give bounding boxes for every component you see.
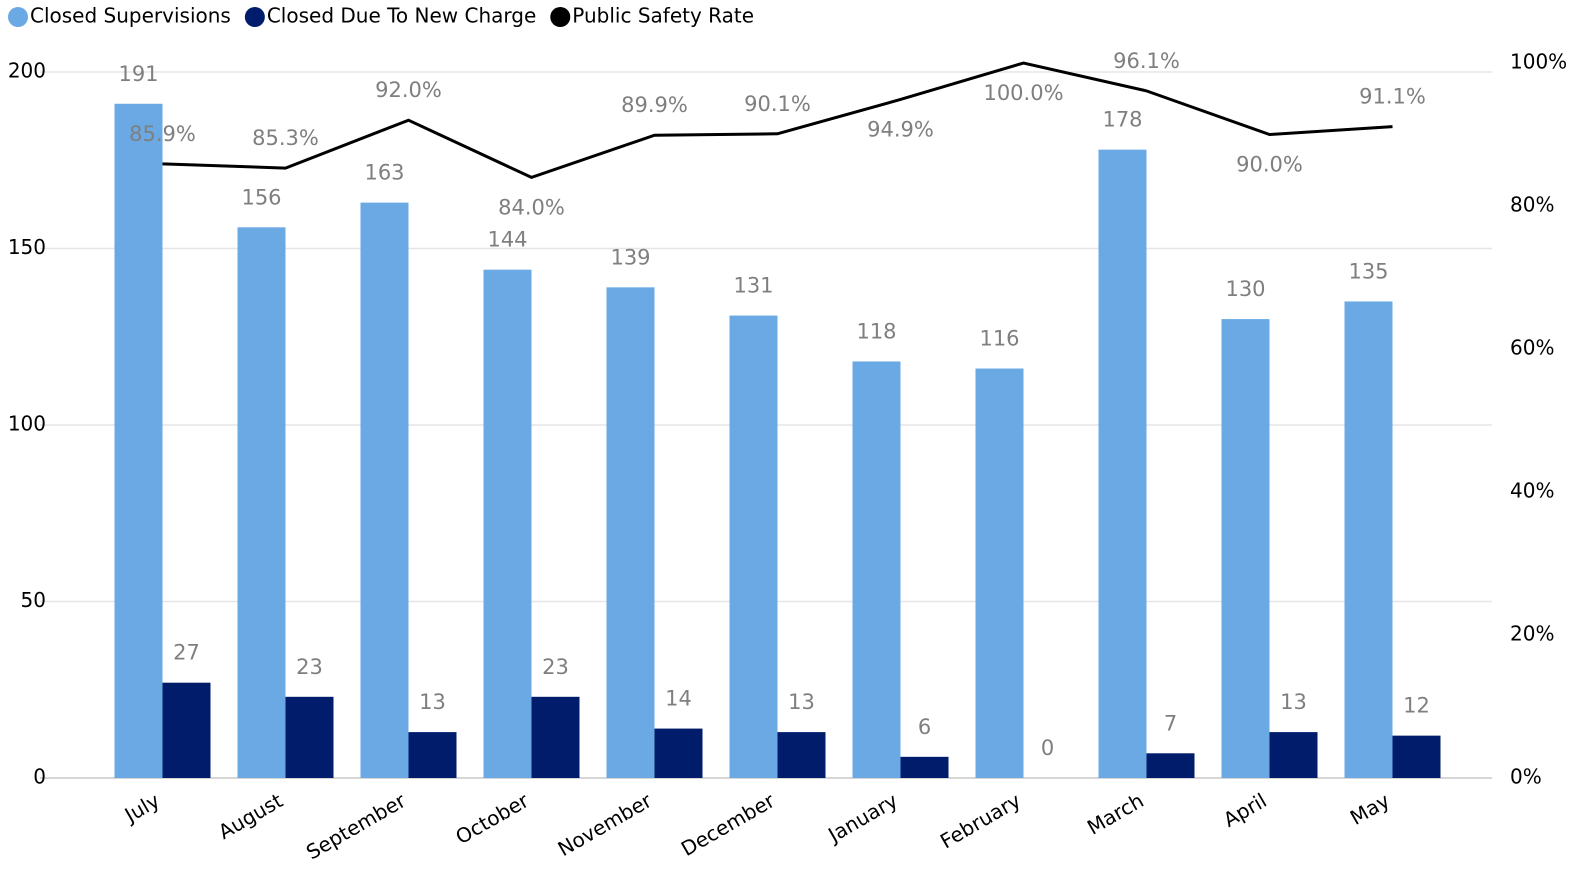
bar [606,287,655,778]
line-value-label: 92.0% [375,78,442,102]
bar-value-label: 12 [1403,694,1430,718]
line [162,61,1393,180]
x-tick-label: September [302,788,410,864]
bar-value-label: 191 [118,62,158,86]
line-value-label: 84.0% [498,195,565,219]
bar [777,732,826,778]
bar [1392,735,1441,778]
y-tick-label: 200 [8,59,46,83]
x-tick-label: August [214,788,287,844]
bar-value-label: 13 [419,690,446,714]
line-value-label: 85.3% [252,126,319,150]
bar-value-label: 139 [610,245,650,269]
x-tick-label: December [677,788,779,861]
y2-tick-label: 0% [1510,765,1542,789]
bar-value-label: 163 [364,161,404,185]
legend-label: Public Safety Rate [572,4,754,28]
bar-value-label: 178 [1102,108,1142,132]
line-value-label: 100.0% [983,81,1063,105]
bar-value-label: 135 [1348,259,1388,283]
line-value-label: 94.9% [867,117,934,141]
legend-marker [550,7,571,27]
line-value-label: 90.0% [1236,153,1303,177]
bar-value-label: 116 [979,327,1019,351]
bar-value-label: 27 [173,641,200,665]
bar-value-label: 130 [1225,277,1265,301]
x-tick-label: July [119,788,164,828]
bar [975,368,1024,778]
line-value-label: 91.1% [1359,85,1426,109]
x-tick-label: March [1083,788,1148,839]
bar [285,696,334,778]
legend-marker [244,7,265,27]
bar-value-label: 144 [487,228,527,252]
y2-tick-label: 100% [1510,50,1567,74]
line-value-label: 89.9% [621,93,688,117]
legend-label: Closed Due To New Charge [267,4,536,28]
bar [237,227,286,778]
x-tick-label: November [554,788,657,861]
bar-value-label: 14 [665,687,692,711]
legend-label: Closed Supervisions [30,4,231,28]
bar [408,732,457,778]
bar [900,756,949,778]
y-tick-label: 0 [33,765,46,789]
y2-tick-label: 20% [1510,622,1554,646]
bar-value-label: 13 [788,690,815,714]
bar [114,103,163,778]
x-tick-label: October [451,788,533,849]
line-value-label: 96.1% [1113,49,1180,73]
x-tick-label: April [1219,788,1271,832]
bar [360,202,409,779]
bar-value-label: 131 [733,274,773,298]
x-tick-label: May [1346,788,1394,830]
bar-value-label: 7 [1164,711,1177,735]
y-tick-label: 150 [8,235,46,259]
bar-value-label: 23 [296,655,323,679]
bar [162,682,211,778]
bar [1269,732,1318,778]
bar [1098,149,1147,778]
bar-value-label: 23 [542,655,569,679]
line-value-label: 85.9% [129,122,196,146]
bar [531,696,580,778]
bar-value-label: 156 [241,185,281,209]
bar [1344,301,1393,778]
bar [729,315,778,778]
line-value-label: 90.1% [744,92,811,116]
y-tick-label: 100 [8,412,46,436]
y2-tick-label: 60% [1510,336,1554,360]
bar [654,728,703,778]
bar [1221,319,1270,778]
y-tick-label: 50 [21,588,46,612]
bar [852,361,901,778]
bar-value-label: 13 [1280,690,1307,714]
bar [483,269,532,778]
y2-tick-label: 40% [1510,479,1554,503]
x-tick-label: January [822,788,902,848]
y2-tick-label: 80% [1510,193,1554,217]
x-tick-label: February [936,788,1025,853]
legend-marker [8,7,28,27]
bar-value-label: 6 [918,715,931,739]
bar [1146,753,1195,778]
bar-value-label: 118 [856,319,896,343]
bar-value-label: 0 [1041,736,1054,760]
